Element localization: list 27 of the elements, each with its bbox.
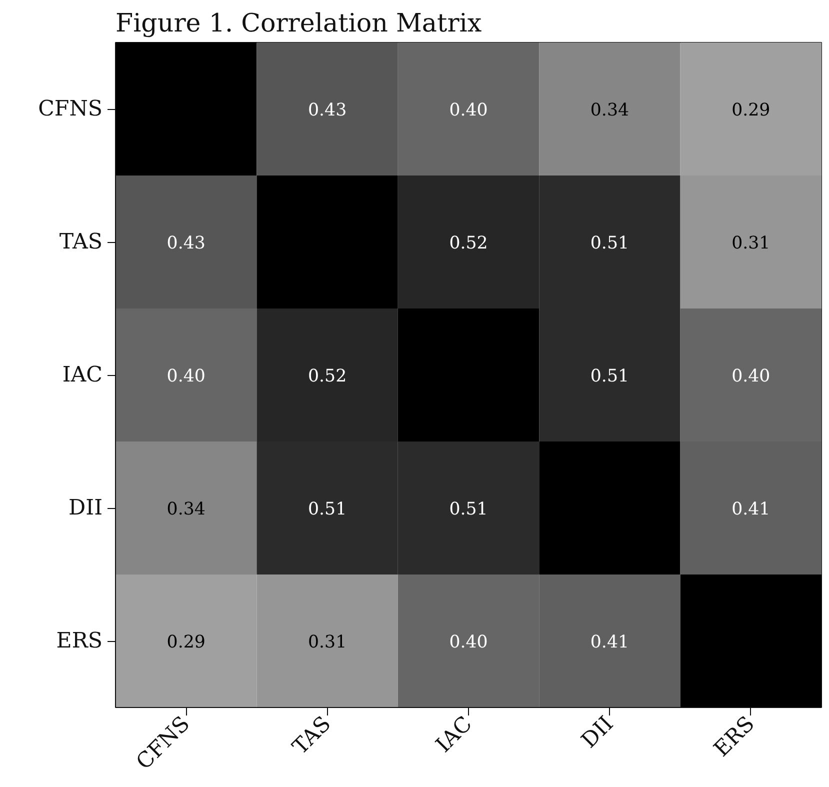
data-label: 0.29 <box>732 100 770 120</box>
data-label: 0.34 <box>590 100 630 120</box>
data-label: 0.29 <box>166 632 206 652</box>
data-label: 0.51 <box>590 366 630 386</box>
data-label: 0.40 <box>449 632 488 652</box>
x-tick-label: DII <box>576 712 619 754</box>
data-label: 0.43 <box>166 234 206 254</box>
y-tick-label: DII <box>68 496 103 520</box>
y-tick-label: IAC <box>62 362 103 388</box>
y-tick-label: TAS <box>59 230 103 254</box>
data-label: 0.31 <box>732 234 770 254</box>
data-label: 0.34 <box>166 500 206 520</box>
data-label: 0.51 <box>308 500 347 520</box>
data-label: 0.51 <box>449 500 488 520</box>
y-tick-label: CFNS <box>38 96 102 122</box>
data-label: 0.40 <box>166 366 206 386</box>
data-label: 0.31 <box>308 632 347 652</box>
data-label: 0.41 <box>590 632 630 652</box>
data-label: 0.41 <box>732 500 770 520</box>
data-label: 0.51 <box>590 234 630 254</box>
data-label: 0.40 <box>449 100 488 120</box>
chart-title: Figure 1. Correlation Matrix <box>116 8 482 38</box>
data-label: 0.52 <box>308 366 347 386</box>
data-label: 0.52 <box>449 234 488 254</box>
y-tick-label: ERS <box>56 628 103 654</box>
data-label: 0.43 <box>308 100 347 120</box>
data-label: 0.40 <box>732 366 770 386</box>
